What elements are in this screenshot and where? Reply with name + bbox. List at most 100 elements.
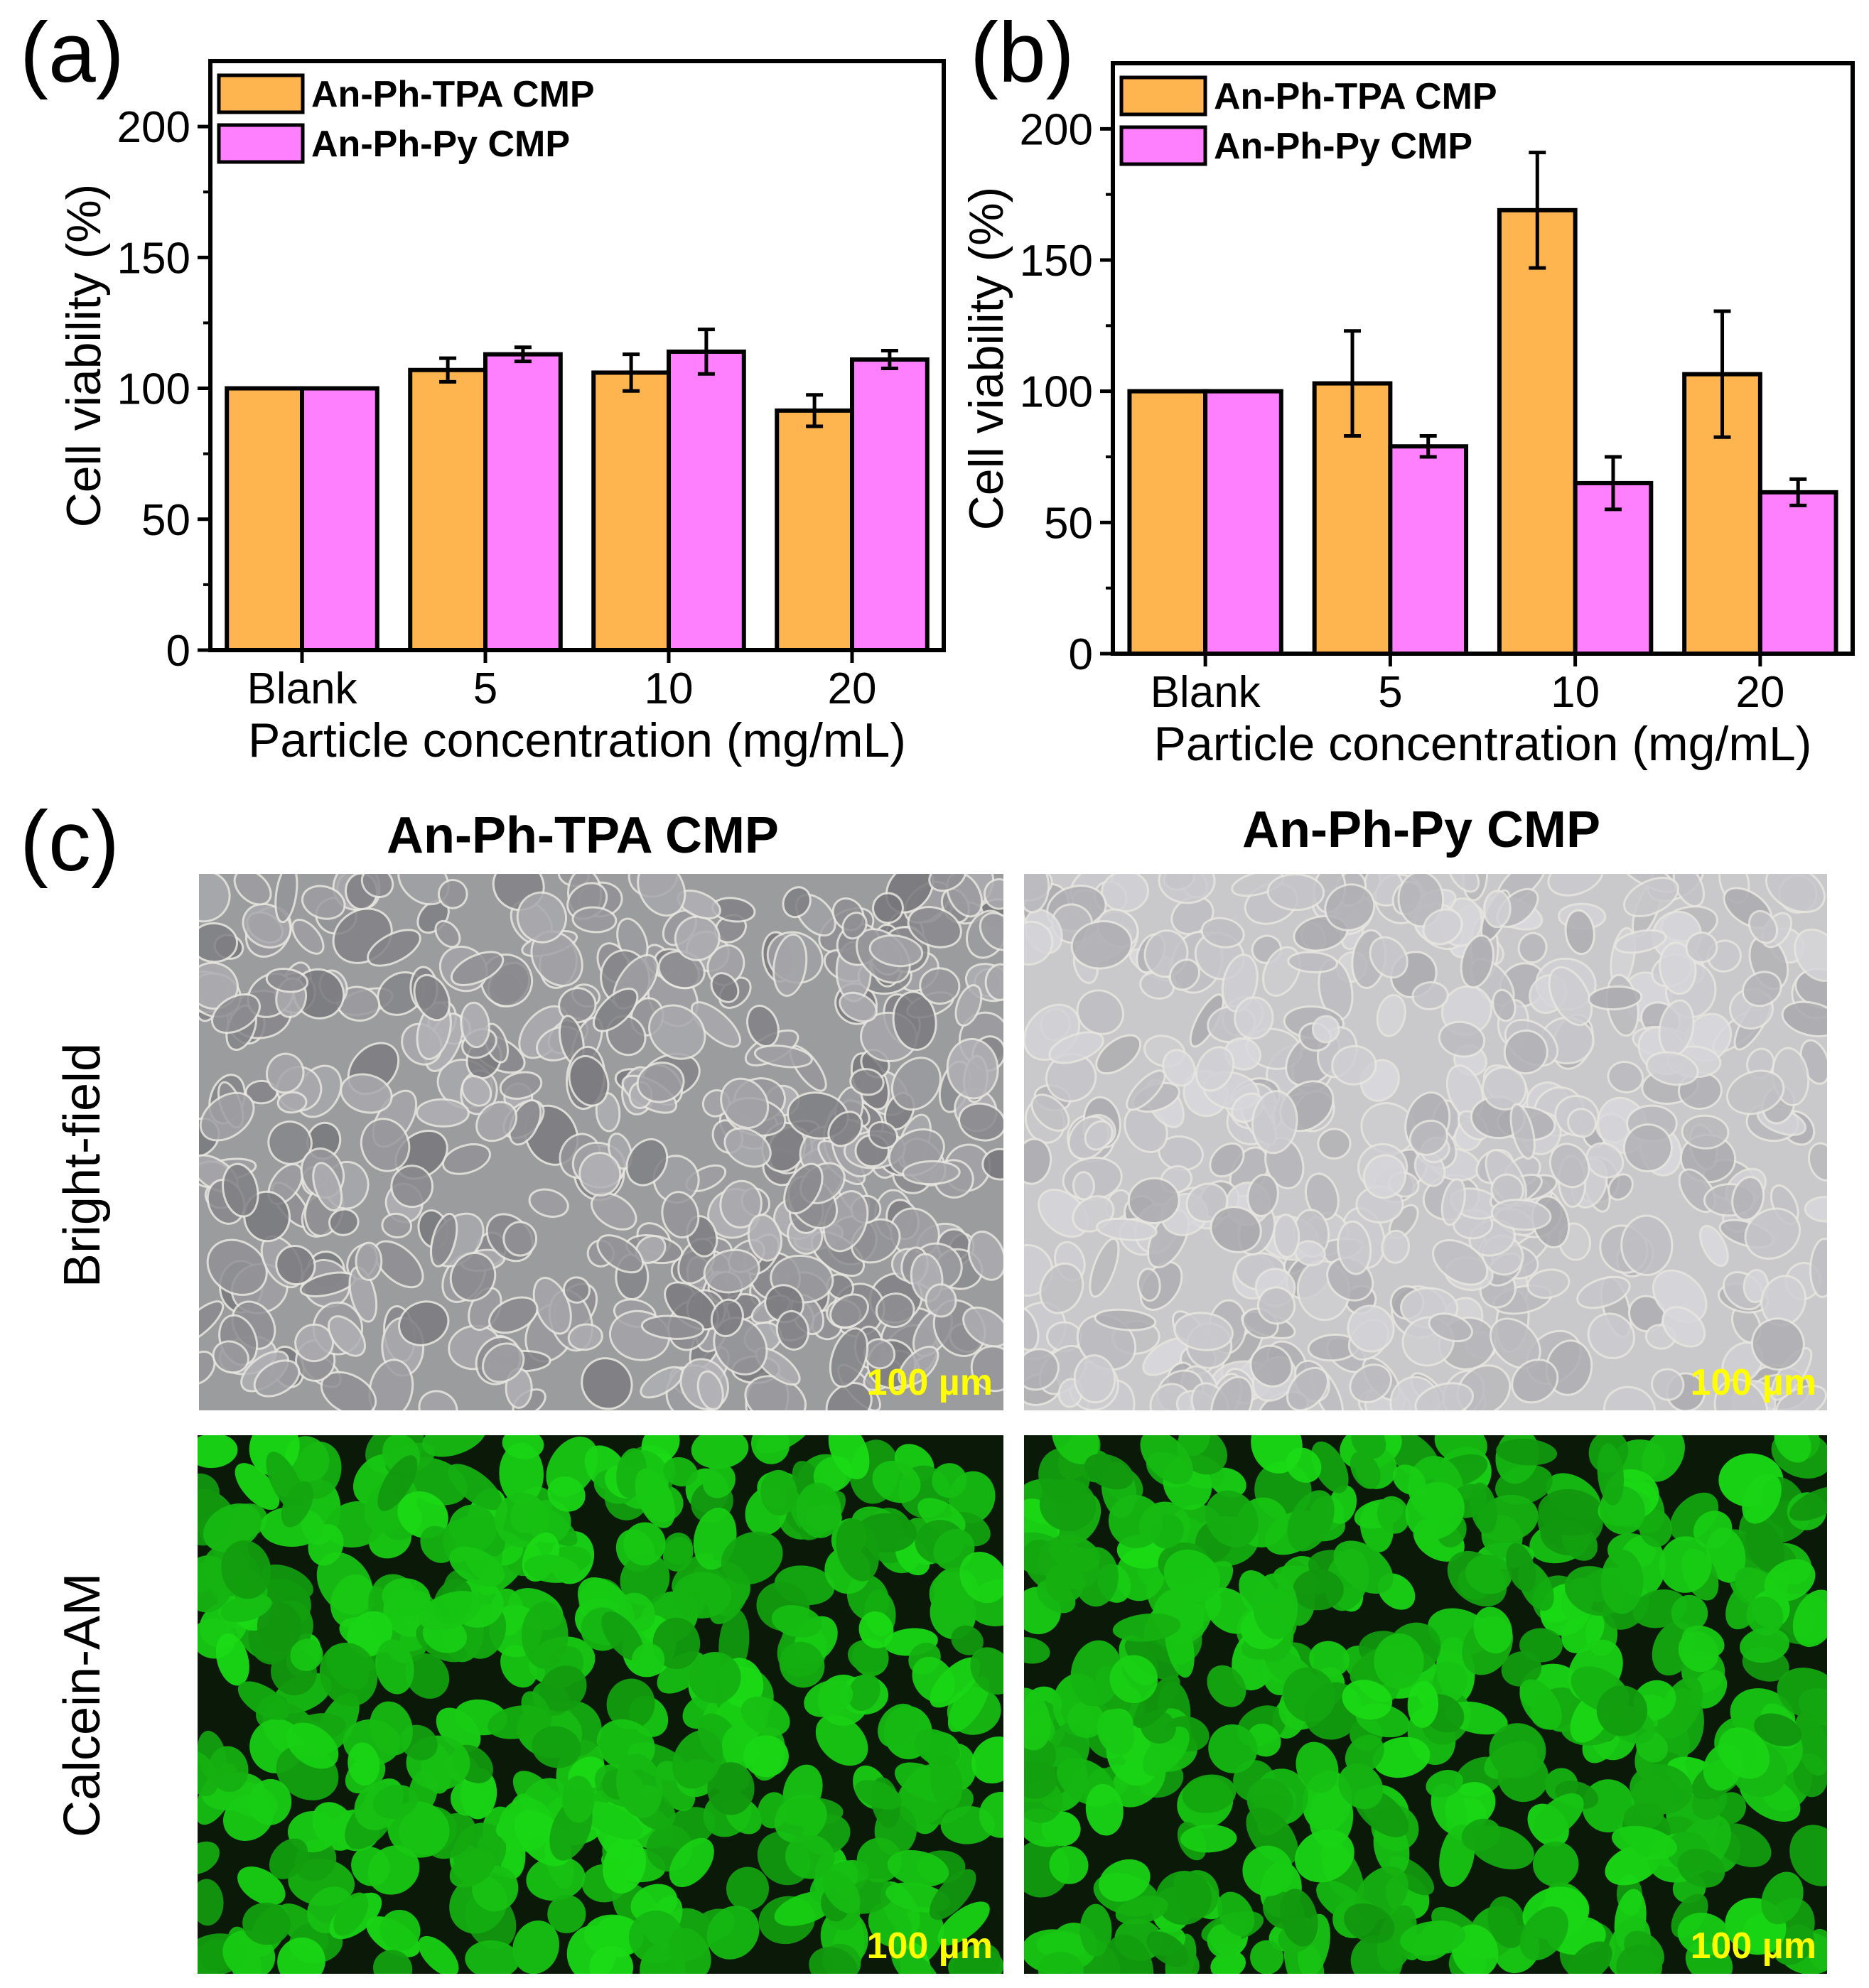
cell xyxy=(558,987,597,1024)
cell xyxy=(1807,1142,1827,1182)
cell xyxy=(1079,1903,1112,1957)
cell xyxy=(930,1754,963,1810)
cell xyxy=(1677,1849,1725,1888)
cell xyxy=(265,968,309,993)
cell xyxy=(1603,1385,1657,1410)
bright-field-py-image: 100 µm xyxy=(1024,874,1827,1410)
legend-swatch-0 xyxy=(217,73,305,114)
cell xyxy=(1600,1550,1644,1614)
cell xyxy=(1681,1114,1730,1150)
cell xyxy=(872,1461,921,1503)
cell xyxy=(449,1251,497,1302)
cell xyxy=(1200,917,1245,949)
cell xyxy=(1765,874,1826,914)
panel-label-c: (c) xyxy=(20,794,119,889)
cell xyxy=(1296,1741,1339,1793)
cell xyxy=(1481,1066,1527,1111)
cell xyxy=(1448,874,1480,893)
cell xyxy=(1519,1906,1568,1961)
cell xyxy=(907,906,962,949)
cell xyxy=(419,1591,482,1631)
cell xyxy=(782,886,812,919)
cell xyxy=(1659,1536,1712,1593)
cell xyxy=(606,1678,655,1730)
cell xyxy=(372,1784,418,1819)
cell xyxy=(637,874,686,917)
cell xyxy=(959,1551,1003,1604)
cell xyxy=(890,1057,942,1111)
cell xyxy=(1048,1031,1104,1064)
cell xyxy=(1764,1559,1816,1602)
x-axis-label: Particle concentration (mg/mL) xyxy=(248,713,906,767)
cell xyxy=(1576,1275,1631,1309)
cell xyxy=(1432,1238,1489,1286)
cell xyxy=(1607,1173,1634,1201)
cell xyxy=(1517,931,1548,964)
cell xyxy=(1526,1268,1571,1300)
legend-swatch-0 xyxy=(1119,75,1207,117)
cell xyxy=(1146,1931,1189,1967)
cell xyxy=(1750,1317,1805,1371)
cell xyxy=(1400,1921,1466,1956)
cell xyxy=(1804,1196,1827,1223)
cell xyxy=(1045,1562,1085,1603)
y-tick-label: 200 xyxy=(117,103,190,152)
cell xyxy=(772,933,808,997)
cell xyxy=(1362,1154,1406,1199)
cell xyxy=(495,1492,549,1548)
cell xyxy=(1376,994,1406,1037)
cell xyxy=(928,874,967,892)
cell xyxy=(719,1179,763,1228)
cell xyxy=(891,1948,941,1974)
x-tick-label: Blank xyxy=(247,664,357,713)
cell xyxy=(437,879,468,909)
cell xyxy=(1645,1051,1699,1086)
cell xyxy=(275,1244,316,1286)
cell xyxy=(1745,1520,1785,1573)
cell xyxy=(661,1191,700,1239)
cell xyxy=(1304,1172,1340,1221)
cell xyxy=(449,1849,496,1888)
cell xyxy=(596,1234,645,1274)
cell xyxy=(1501,1651,1542,1687)
cell xyxy=(312,1162,343,1212)
cell xyxy=(221,1540,271,1599)
cell xyxy=(706,1906,760,1960)
cell xyxy=(815,1714,868,1766)
cell xyxy=(377,1455,418,1511)
cell xyxy=(1030,1093,1070,1132)
cell xyxy=(1024,920,1054,966)
scale-bar-label: 100 µm xyxy=(867,1362,993,1403)
bar-1-3 xyxy=(850,357,930,652)
cell xyxy=(1671,1594,1708,1631)
bar-1-0 xyxy=(300,386,379,652)
cell xyxy=(416,1098,470,1128)
cell xyxy=(1533,1793,1584,1840)
cell xyxy=(1208,1724,1258,1773)
cell xyxy=(1794,928,1827,982)
cell xyxy=(367,929,421,967)
bar-0-2 xyxy=(591,370,671,653)
cell xyxy=(875,1292,915,1329)
cell xyxy=(785,1834,835,1879)
cell xyxy=(636,1061,685,1103)
cell xyxy=(1422,908,1463,946)
cell xyxy=(370,1701,414,1756)
cell xyxy=(413,973,451,1022)
cell xyxy=(237,1867,286,1906)
cell xyxy=(620,1553,670,1606)
cell xyxy=(1566,1108,1597,1138)
cell xyxy=(1789,1825,1827,1886)
cell xyxy=(774,1794,827,1843)
cell xyxy=(379,1909,421,1951)
cell xyxy=(1210,1376,1254,1410)
y-axis-label: Cell viability (%) xyxy=(57,184,111,528)
cell xyxy=(1126,1069,1166,1111)
cell xyxy=(269,1838,308,1879)
cell xyxy=(327,1315,366,1357)
cell xyxy=(1073,1354,1116,1404)
cell xyxy=(1754,1713,1802,1746)
cell xyxy=(858,1611,894,1649)
cell xyxy=(1038,1952,1084,1974)
cell xyxy=(1469,1482,1498,1534)
